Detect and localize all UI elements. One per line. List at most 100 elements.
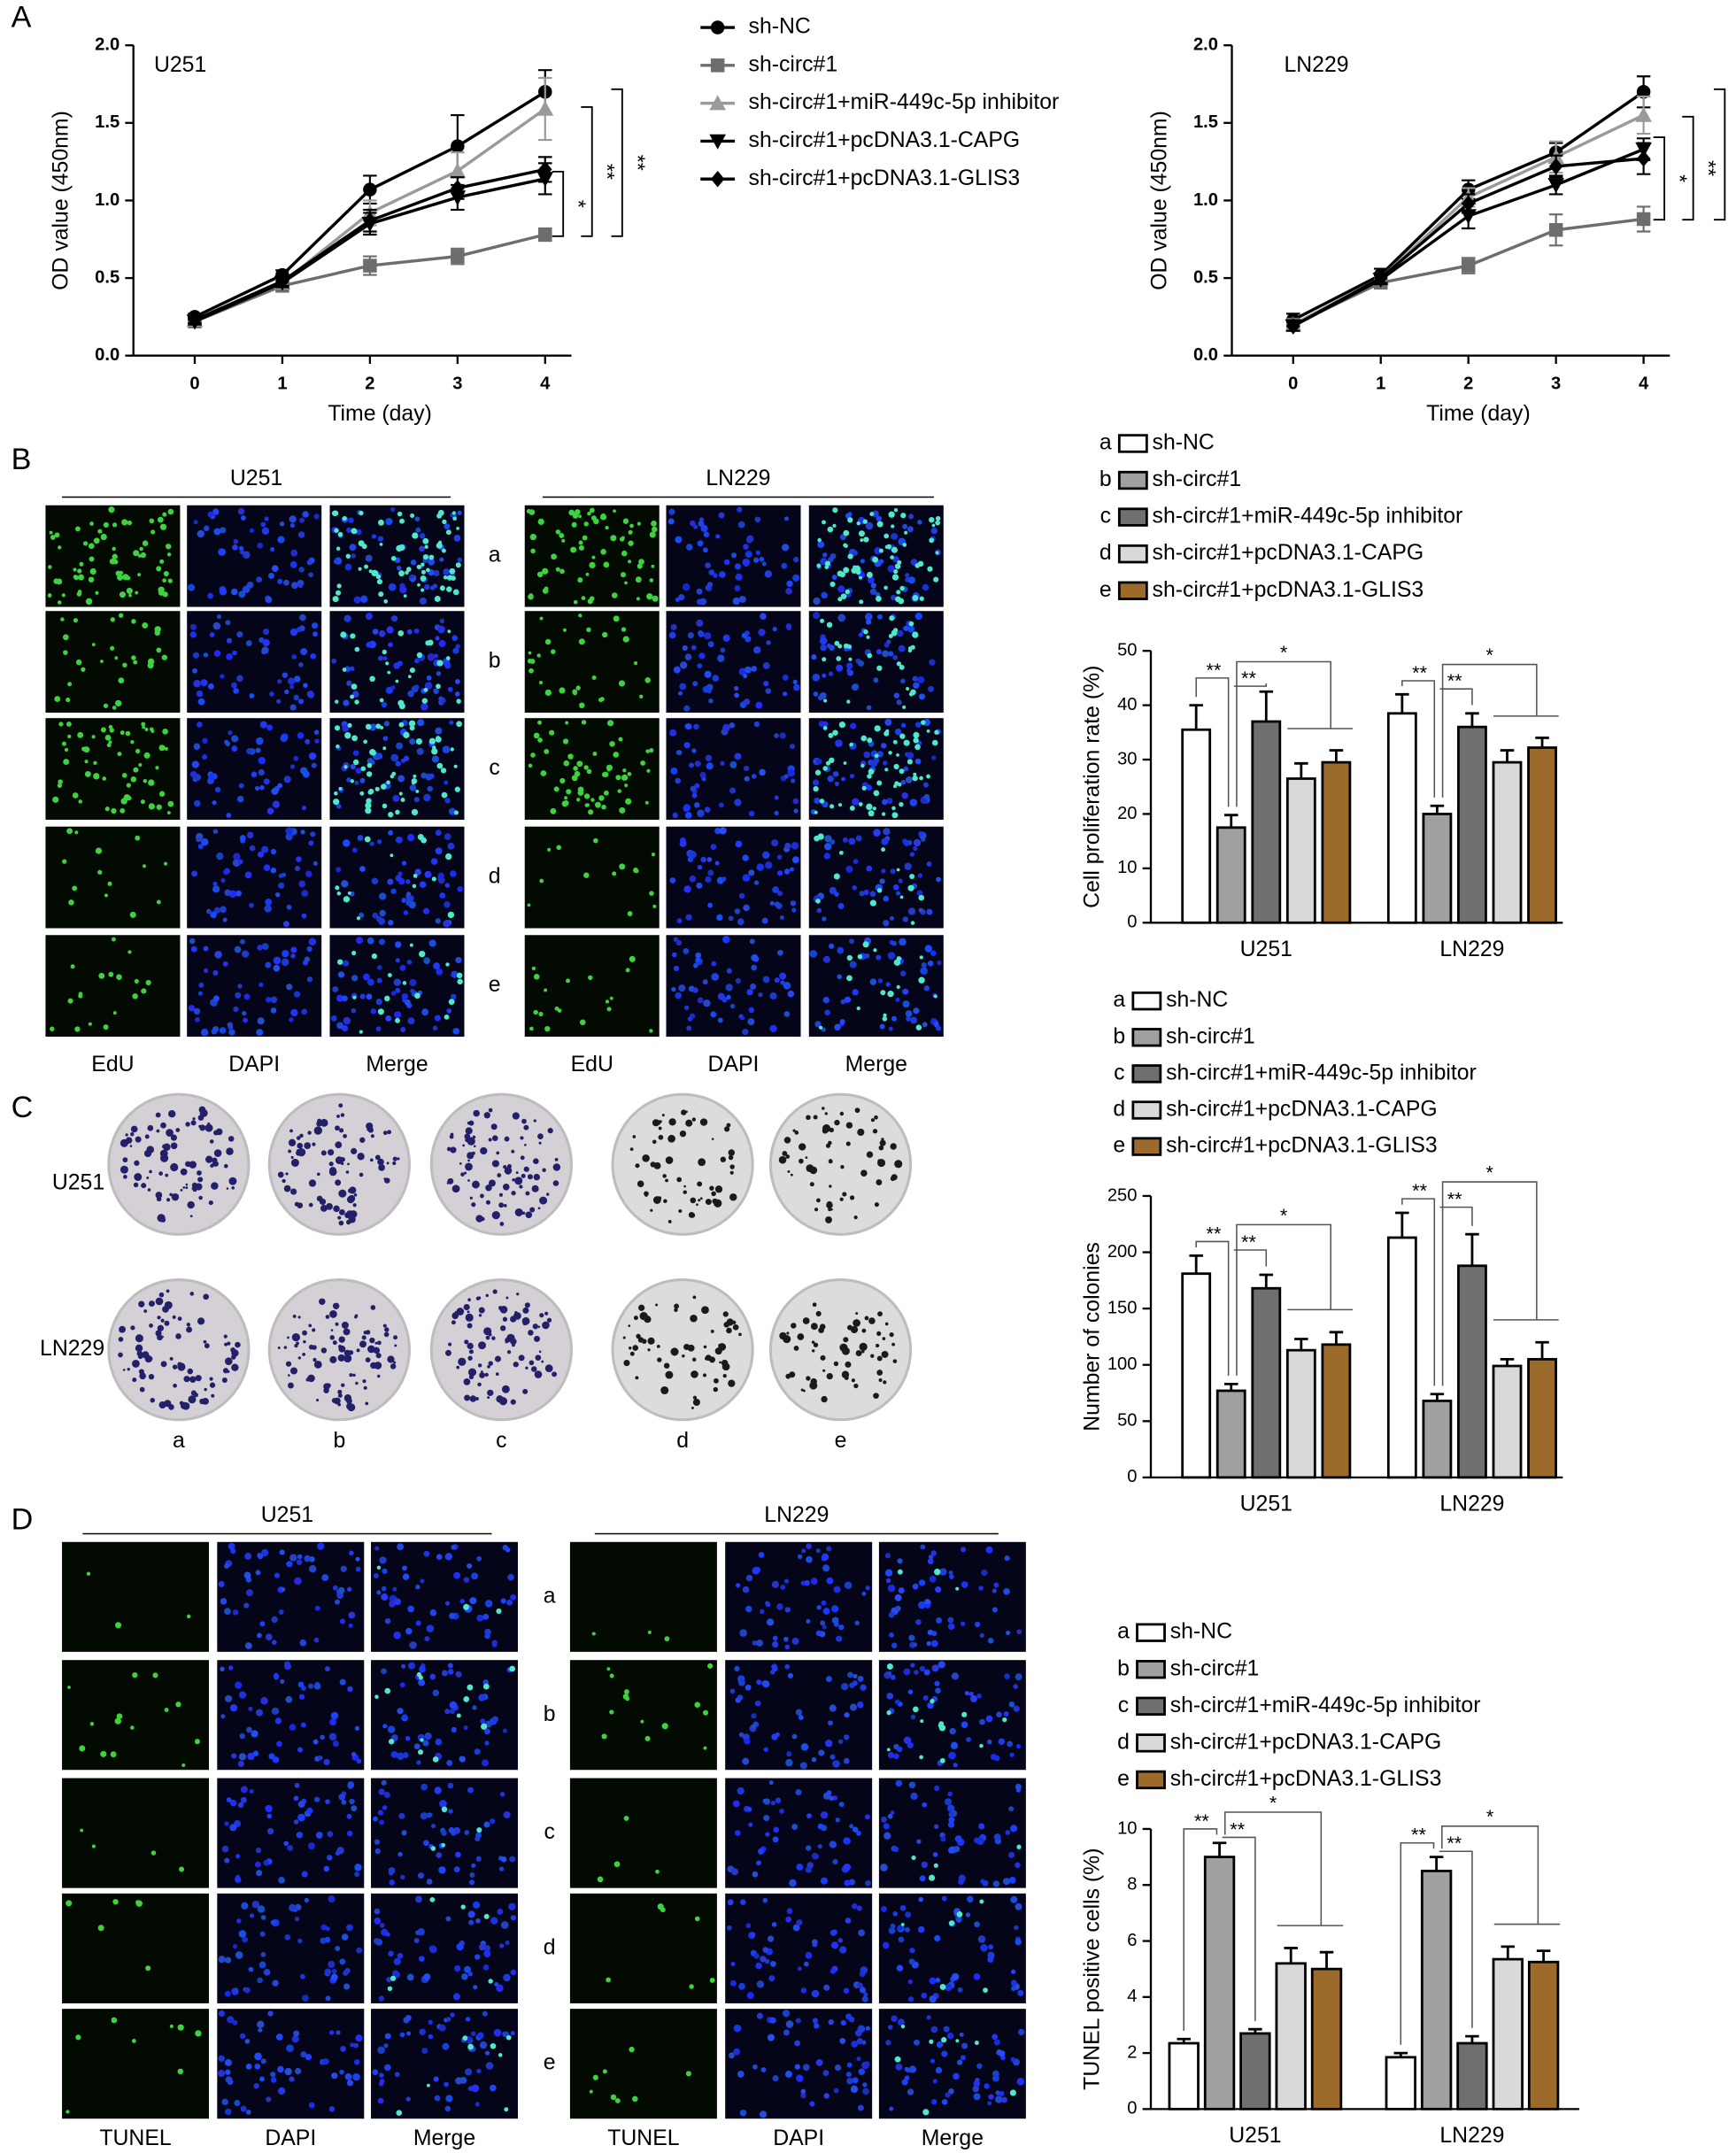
nucleus	[879, 878, 884, 884]
nucleus	[417, 719, 424, 726]
colony	[799, 1159, 804, 1164]
nucleus	[220, 907, 227, 914]
stained-cell	[906, 687, 909, 691]
nucleus	[473, 1985, 477, 1989]
stained-cell	[883, 586, 888, 590]
stained-cell	[91, 735, 95, 738]
significance-label: *	[1280, 1204, 1288, 1226]
nucleus	[456, 1943, 463, 1950]
stained-cell	[413, 775, 416, 778]
nucleus	[244, 1987, 251, 1994]
column-label: DAPI	[228, 1053, 280, 1076]
nucleus	[791, 907, 796, 912]
nucleus	[737, 2071, 745, 2078]
column-label: Merge	[845, 1053, 907, 1076]
colony	[822, 1124, 830, 1132]
nucleus	[730, 1980, 737, 1987]
nucleus	[829, 2019, 834, 2025]
bar	[1493, 762, 1521, 922]
colony	[525, 1367, 528, 1370]
nucleus	[715, 534, 720, 538]
nucleus	[406, 2096, 411, 2101]
nucleus	[480, 1718, 485, 1724]
colony	[192, 1117, 195, 1120]
stained-cell	[375, 723, 381, 729]
nucleus	[372, 2069, 378, 2075]
nucleus	[446, 1760, 452, 1766]
stained-cell	[101, 534, 107, 540]
nucleus	[383, 656, 388, 660]
stained-cell	[849, 743, 853, 747]
nucleus	[273, 1756, 279, 1763]
nucleus	[830, 1969, 836, 1974]
stained-cell	[361, 766, 366, 771]
stained-cell	[462, 2035, 467, 2041]
nucleus	[835, 739, 843, 747]
nucleus	[294, 1578, 302, 1586]
nucleus	[798, 1966, 802, 1971]
nucleus	[428, 939, 436, 946]
nucleus	[258, 983, 263, 987]
stained-cell	[156, 647, 161, 652]
nucleus	[936, 1978, 941, 1983]
nucleus	[707, 869, 714, 876]
nucleus	[309, 938, 317, 945]
colony	[226, 1147, 234, 1155]
stained-cell	[957, 1911, 963, 1918]
colony	[210, 1164, 213, 1168]
nucleus	[918, 873, 922, 877]
colony	[374, 1342, 377, 1345]
legend-label: sh-circ#1+pcDNA3.1-GLIS3	[1166, 1134, 1438, 1158]
colony	[503, 1317, 507, 1322]
colony	[526, 1212, 533, 1219]
stained-cell	[484, 1914, 490, 1919]
nucleus	[400, 1875, 405, 1879]
stained-cell	[133, 768, 138, 773]
nucleus	[318, 1756, 323, 1761]
stained-cell	[893, 569, 898, 574]
nucleus	[915, 1619, 921, 1624]
nucleus	[884, 643, 890, 648]
nucleus	[376, 752, 382, 759]
nucleus	[925, 945, 932, 952]
stained-cell	[823, 726, 828, 730]
stained-cell	[87, 1572, 90, 1576]
nucleus	[915, 759, 922, 765]
nucleus	[439, 2025, 446, 2032]
stained-cell	[73, 792, 79, 799]
y-axis-label: TUNEL positive cells (%)	[1080, 1848, 1104, 2090]
nucleus	[701, 776, 706, 781]
nucleus	[745, 1685, 752, 1691]
colony	[202, 1398, 209, 1405]
nucleus	[698, 652, 705, 659]
nucleus	[244, 993, 251, 999]
colony	[840, 1112, 844, 1115]
nucleus	[683, 804, 691, 811]
colony	[134, 1161, 139, 1166]
nucleus	[272, 565, 279, 572]
stained-cell	[97, 529, 102, 534]
nucleus	[781, 563, 787, 569]
nucleus	[826, 1578, 833, 1585]
nucleus	[274, 1573, 280, 1578]
nucleus	[302, 914, 307, 919]
nucleus	[394, 1958, 401, 1965]
colony	[196, 1375, 202, 1381]
colony	[803, 1317, 810, 1324]
nucleus	[446, 1008, 451, 1014]
nucleus	[765, 1601, 769, 1605]
nucleus	[382, 1569, 387, 1574]
plot-title: U251	[154, 53, 206, 77]
nucleus	[817, 1605, 822, 1609]
colony	[383, 1177, 386, 1180]
nucleus	[763, 1898, 768, 1902]
nucleus	[379, 1788, 385, 1794]
stained-cell	[164, 862, 167, 866]
nucleus	[271, 849, 276, 854]
nucleus	[891, 2015, 897, 2021]
nucleus	[806, 1867, 812, 1873]
significance-label: **	[1230, 1817, 1245, 1840]
y-tick-label: 0	[1127, 2099, 1137, 2118]
colony	[500, 1222, 505, 1226]
nucleus	[454, 535, 461, 542]
